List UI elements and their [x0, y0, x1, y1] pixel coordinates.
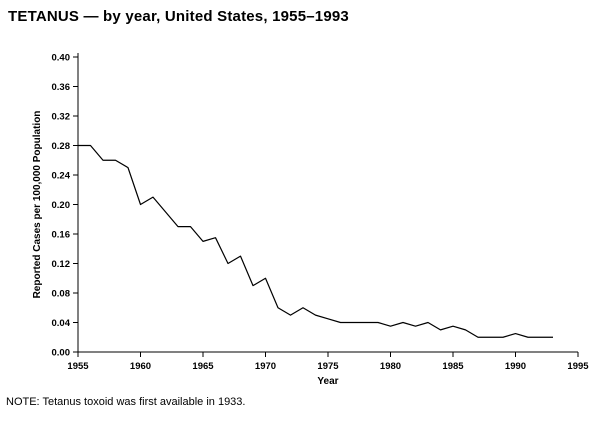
x-tick-label: 1970	[255, 361, 276, 372]
y-tick-label: 0.28	[52, 141, 71, 152]
y-axis-label: Reported Cases per 100,000 Population	[32, 111, 43, 299]
page-title: TETANUS — by year, United States, 1955–1…	[8, 8, 349, 25]
y-tick-label: 0.36	[52, 82, 71, 93]
x-tick-label: 1980	[380, 361, 401, 372]
data-line	[78, 144, 553, 338]
y-tick-label: 0.40	[52, 53, 71, 64]
y-tick-label: 0.16	[52, 230, 71, 241]
x-tick-label: 1960	[130, 361, 151, 372]
x-tick-label: 1955	[67, 361, 89, 372]
y-tick-label: 0.12	[52, 259, 71, 270]
y-tick-label: 0.24	[52, 171, 71, 182]
y-tick-label: 0.08	[52, 289, 71, 300]
x-tick-label: 1965	[192, 361, 214, 372]
y-tick-label: 0.00	[52, 348, 71, 359]
footnote: NOTE: Tetanus toxoid was first available…	[6, 396, 246, 408]
x-tick-label: 1995	[567, 361, 589, 372]
y-tick-label: 0.32	[52, 112, 71, 123]
x-tick-label: 1975	[317, 361, 339, 372]
y-tick-label: 0.04	[52, 318, 71, 329]
y-tick-label: 0.20	[52, 200, 71, 211]
x-axis-label: Year	[317, 376, 338, 387]
x-tick-label: 1990	[505, 361, 526, 372]
x-tick-label: 1985	[442, 361, 464, 372]
